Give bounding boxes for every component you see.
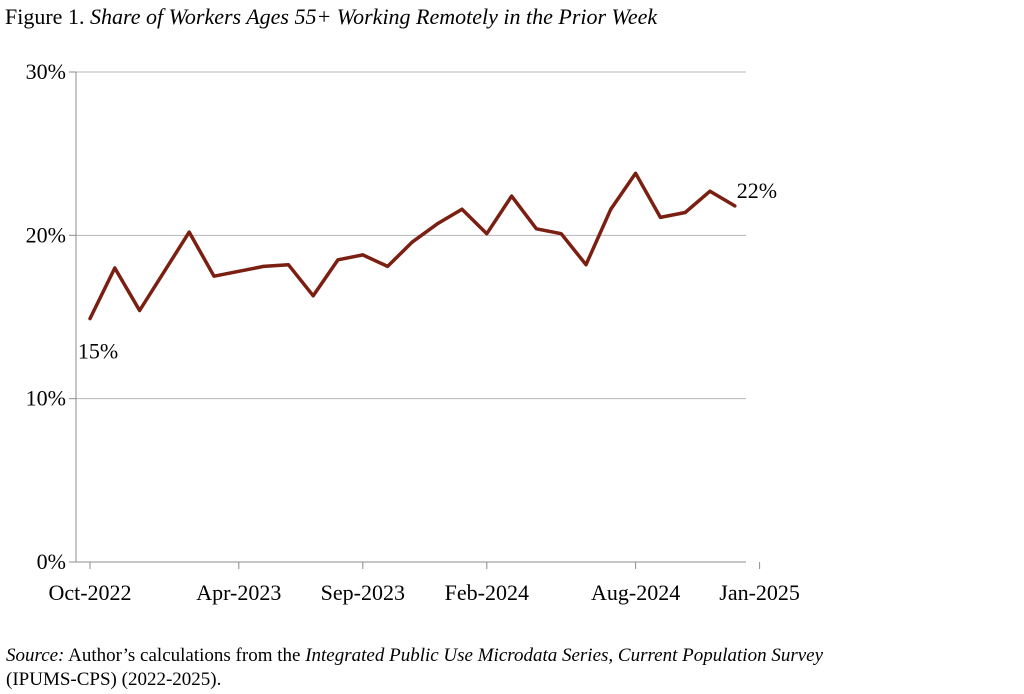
data-point bbox=[113, 266, 117, 270]
figure-number: Figure 1. bbox=[5, 4, 85, 29]
x-tick-label: Jan-2025 bbox=[719, 580, 800, 605]
x-tick-label: Sep-2023 bbox=[321, 580, 405, 605]
data-point bbox=[336, 258, 340, 262]
data-point bbox=[162, 269, 166, 273]
data-point bbox=[733, 204, 737, 208]
data-point bbox=[138, 308, 142, 312]
y-tick-label: 20% bbox=[26, 222, 66, 247]
x-tick-label: Aug-2024 bbox=[591, 580, 680, 605]
figure-title-text: Share of Workers Ages 55+ Working Remote… bbox=[89, 4, 658, 29]
series-line bbox=[88, 171, 737, 321]
data-point bbox=[708, 189, 712, 193]
data-point bbox=[559, 232, 563, 236]
source-text-2: (IPUMS-CPS) (2022-2025). bbox=[6, 669, 222, 690]
data-point bbox=[410, 240, 414, 244]
y-tick-label: 0% bbox=[37, 549, 66, 574]
data-point bbox=[311, 294, 315, 298]
data-point bbox=[435, 222, 439, 226]
data-point bbox=[262, 264, 266, 268]
source-label: Source: bbox=[6, 645, 65, 666]
x-tick-label: Oct-2022 bbox=[48, 580, 131, 605]
data-point bbox=[460, 207, 464, 211]
data-point bbox=[609, 207, 613, 211]
data-label: 22% bbox=[737, 178, 777, 203]
y-tick-label: 10% bbox=[26, 386, 66, 411]
data-point bbox=[361, 253, 365, 257]
data-point bbox=[534, 227, 538, 231]
line-chart: 0% 10% 20% 30% Oct-2022 Apr-2023 Sep-2023 Feb-2… bbox=[26, 59, 800, 605]
data-label: 15% bbox=[78, 339, 118, 364]
figure-title: Figure 1. Share of Workers Ages 55+ Work… bbox=[5, 4, 657, 30]
data-point bbox=[510, 194, 514, 198]
x-tick-label: Feb-2024 bbox=[445, 580, 529, 605]
data-point bbox=[584, 263, 588, 267]
data-point bbox=[386, 264, 390, 268]
source-text: Author’s calculations from the bbox=[68, 645, 301, 666]
data-point bbox=[286, 263, 290, 267]
data-point bbox=[237, 269, 241, 273]
data-point bbox=[88, 317, 92, 321]
data-point bbox=[658, 215, 662, 219]
data-point bbox=[634, 171, 638, 175]
y-tick-label: 30% bbox=[26, 59, 66, 84]
data-point bbox=[187, 230, 191, 234]
data-point bbox=[485, 232, 489, 236]
source-note: Source: Author’s calculations from the I… bbox=[6, 644, 1006, 692]
data-point bbox=[212, 274, 216, 278]
data-point bbox=[683, 210, 687, 214]
source-dataset: Integrated Public Use Microdata Series, … bbox=[305, 645, 824, 666]
x-tick-label: Apr-2023 bbox=[196, 580, 281, 605]
